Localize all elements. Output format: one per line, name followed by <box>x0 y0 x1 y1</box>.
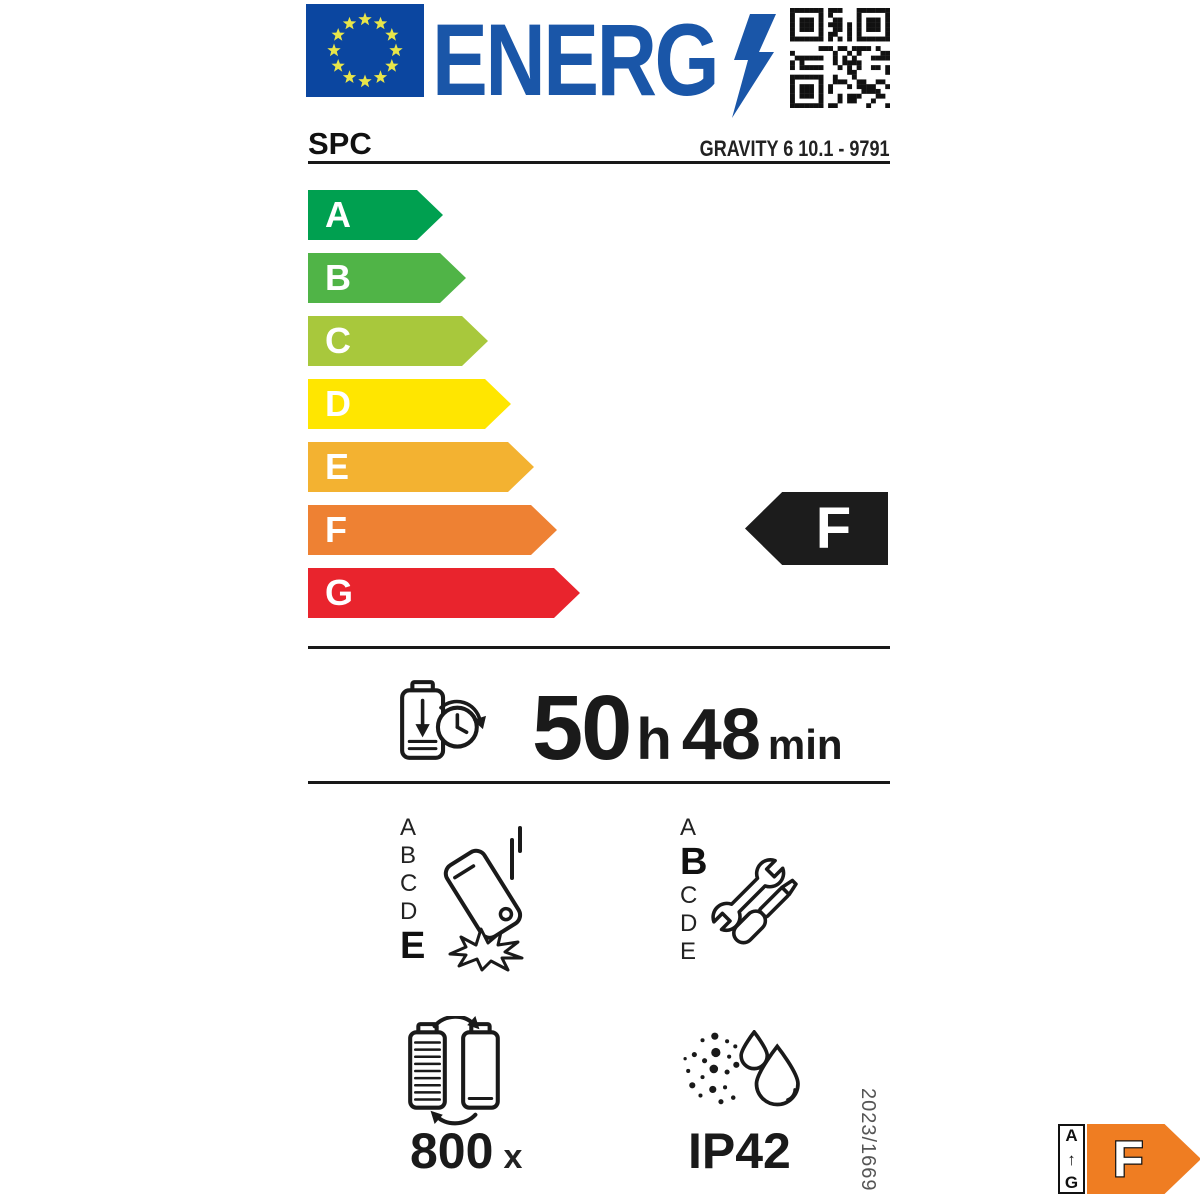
scale-letter-B-rated: B <box>680 841 708 883</box>
rated-class-indicator: F <box>745 492 888 565</box>
scale-letter-E: E <box>680 938 697 965</box>
cycles-number: 800 <box>410 1123 494 1179</box>
mini-rated-letter: F <box>1112 1130 1145 1189</box>
efficiency-class-D: D <box>308 379 511 429</box>
runtime-minutes-unit: min <box>767 721 843 768</box>
qr-code <box>790 8 890 108</box>
mini-scale-bottom: G <box>1064 1173 1079 1192</box>
mini-rated-arrow: F <box>1087 1124 1200 1194</box>
battery-cycles-value: 800 x <box>410 1122 522 1180</box>
runtime-minutes: 48 <box>681 695 761 775</box>
scale-letter-D: D <box>400 898 418 925</box>
efficiency-class-letter: A <box>325 194 351 235</box>
rated-class-letter: F <box>815 496 852 561</box>
ip-rating-value: IP42 <box>688 1123 791 1179</box>
battery-runtime: 50 h 48 min <box>532 676 843 781</box>
efficiency-class-E: E <box>308 442 534 492</box>
brand-name: SPC <box>308 126 372 161</box>
repair-tools-icon <box>711 858 798 945</box>
regulation-number: 2023/1669 <box>857 1088 879 1192</box>
scale-letter-C: C <box>680 882 698 909</box>
efficiency-class-B: B <box>308 253 466 303</box>
mini-scale-box: A ↑ G <box>1058 1124 1085 1194</box>
up-arrow-icon: ↑ <box>1067 1149 1076 1169</box>
efficiency-class-letter: C <box>325 320 351 361</box>
model-name: GRAVITY 6 10.1 - 9791 <box>700 136 890 161</box>
efficiency-class-A: A <box>308 190 443 240</box>
runtime-hours-unit: h <box>636 707 672 772</box>
battery-cycles-icon <box>408 1016 500 1126</box>
efficiency-class-letter: F <box>325 509 347 550</box>
phone-drop-icon <box>443 826 524 972</box>
dust-water-icon <box>683 1030 800 1107</box>
mini-scale-top: A <box>1065 1126 1078 1145</box>
header-divider <box>308 161 890 164</box>
runtime-hours: 50 <box>532 677 632 779</box>
efficiency-class-letter: E <box>325 446 350 487</box>
cycles-unit: x <box>503 1138 523 1176</box>
scale-letter-E-rated: E <box>400 925 426 967</box>
efficiency-class-letter: D <box>325 383 351 424</box>
scale-letter-B: B <box>400 842 417 869</box>
efficiency-class-F: F <box>308 505 557 555</box>
efficiency-class-letter: G <box>325 572 354 613</box>
section-divider-1 <box>308 646 890 649</box>
efficiency-class-letter: B <box>325 257 351 298</box>
mini-energy-label: A ↑ G F <box>1058 1124 1200 1194</box>
scale-letter-A: A <box>400 814 417 841</box>
eu-flag-icon <box>306 4 424 97</box>
energ-logo: ENERG <box>432 3 720 117</box>
scale-letter-C: C <box>400 870 418 897</box>
scale-letter-D: D <box>680 910 698 937</box>
efficiency-class-G: G <box>308 568 580 618</box>
section-divider-2 <box>308 781 890 784</box>
efficiency-class-C: C <box>308 316 488 366</box>
battery-clock-icon <box>400 680 486 760</box>
lightning-bolt-icon <box>732 14 776 118</box>
scale-letter-A: A <box>680 814 697 841</box>
